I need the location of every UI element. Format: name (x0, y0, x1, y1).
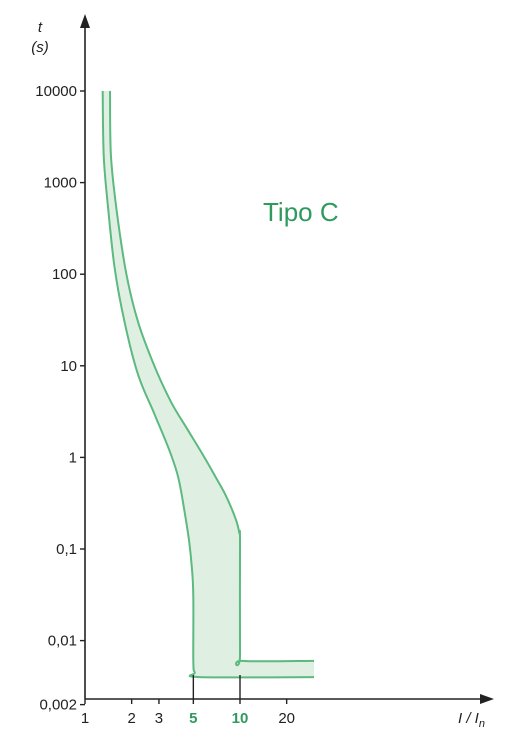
x-axis-label: I / In (458, 710, 485, 730)
x-axis-label-main: I / I (458, 710, 479, 727)
y-tick-label: 10 (60, 358, 77, 375)
y-tick-label: 10000 (35, 83, 77, 100)
x-axis-arrow (480, 694, 494, 704)
trip-band (101, 90, 315, 679)
y-axis-label: t (38, 19, 43, 36)
upper-bound-curve (109, 90, 315, 667)
x-tick-label: 20 (278, 710, 295, 727)
ticks: 0,002 0,01 0,1 1 10 100 1000 10000 1 2 3 5 10 20 (35, 83, 295, 727)
y-tick-label: 0,01 (48, 633, 77, 650)
x-tick-label: 3 (155, 710, 163, 727)
x-axis-label-sub: n (479, 718, 485, 730)
band-fill (102, 91, 314, 678)
y-axis-arrow (80, 14, 90, 28)
x-tick-label: 1 (81, 710, 89, 727)
curve-type-annotation: Tipo C (263, 197, 339, 227)
y-tick-label: 1 (69, 449, 77, 466)
x-tick-label: 5 (189, 710, 197, 727)
x-tick-label: 10 (232, 710, 249, 727)
y-tick-label: 100 (52, 266, 77, 283)
y-tick-label: 0,002 (39, 697, 77, 714)
y-tick-label: 0,1 (56, 541, 77, 558)
reference-ticks (192, 675, 241, 699)
y-axis-unit: (s) (31, 39, 49, 56)
x-tick-label: 2 (127, 710, 135, 727)
lower-bound-curve (101, 90, 315, 679)
axes (80, 14, 494, 704)
y-tick-label: 1000 (44, 175, 77, 192)
